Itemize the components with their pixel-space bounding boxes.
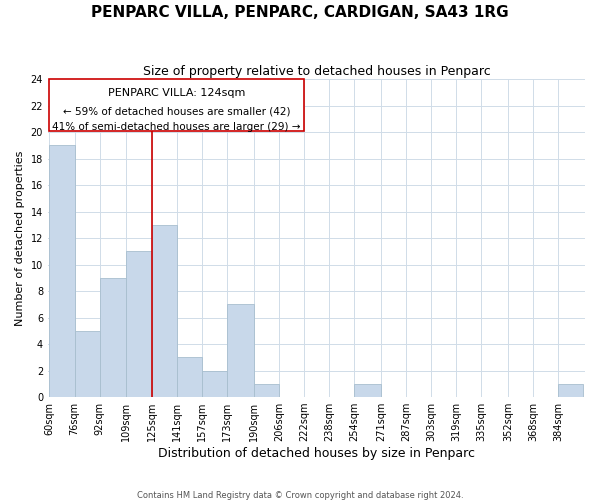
Text: PENPARC VILLA: 124sqm: PENPARC VILLA: 124sqm: [108, 88, 245, 99]
Bar: [127, 252, 152, 397]
Text: Contains HM Land Registry data © Crown copyright and database right 2024.: Contains HM Land Registry data © Crown c…: [137, 490, 463, 500]
Bar: [227, 304, 254, 397]
Bar: [202, 370, 227, 397]
Y-axis label: Number of detached properties: Number of detached properties: [15, 150, 25, 326]
Bar: [176, 358, 202, 397]
Text: ← 59% of detached houses are smaller (42): ← 59% of detached houses are smaller (42…: [63, 106, 290, 116]
Bar: [74, 331, 100, 397]
Bar: [152, 225, 176, 397]
Text: 41% of semi-detached houses are larger (29) →: 41% of semi-detached houses are larger (…: [52, 122, 301, 132]
Bar: [49, 146, 74, 397]
X-axis label: Distribution of detached houses by size in Penparc: Distribution of detached houses by size …: [158, 447, 475, 460]
FancyBboxPatch shape: [49, 79, 304, 131]
Bar: [254, 384, 279, 397]
Text: PENPARC VILLA, PENPARC, CARDIGAN, SA43 1RG: PENPARC VILLA, PENPARC, CARDIGAN, SA43 1…: [91, 5, 509, 20]
Bar: [354, 384, 381, 397]
Bar: [100, 278, 127, 397]
Title: Size of property relative to detached houses in Penparc: Size of property relative to detached ho…: [143, 65, 490, 78]
Bar: [559, 384, 583, 397]
